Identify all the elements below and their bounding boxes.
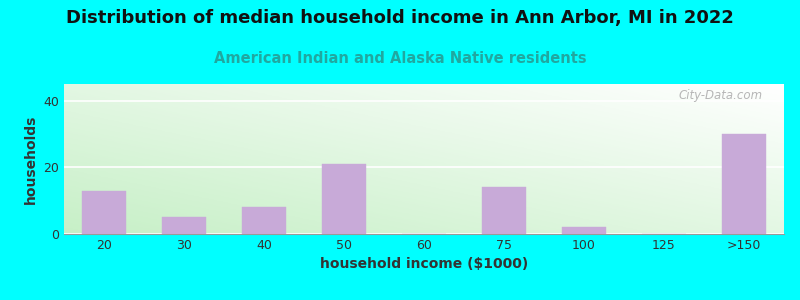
Bar [162,217,206,234]
Y-axis label: households: households [24,114,38,204]
Bar [242,207,286,234]
Text: Distribution of median household income in Ann Arbor, MI in 2022: Distribution of median household income … [66,9,734,27]
Bar [322,164,366,234]
Text: City-Data.com: City-Data.com [678,88,762,101]
Bar [82,191,126,234]
Bar [482,187,526,234]
Text: American Indian and Alaska Native residents: American Indian and Alaska Native reside… [214,51,586,66]
Bar [562,227,606,234]
X-axis label: household income ($1000): household income ($1000) [320,257,528,272]
Bar [722,134,766,234]
